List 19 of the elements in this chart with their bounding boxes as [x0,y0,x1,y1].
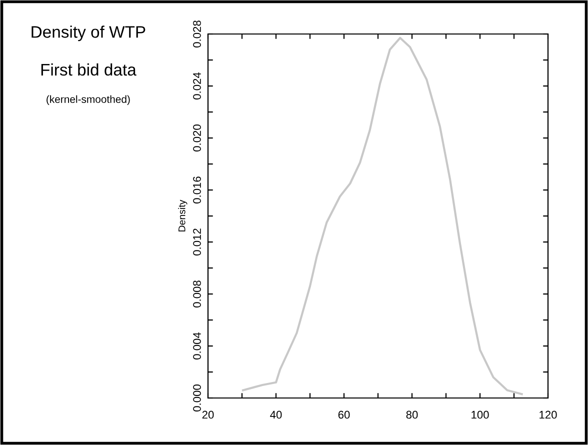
x-tick-label: 40 [270,410,282,419]
line-series [242,36,523,396]
y-axis-title: Density [178,200,188,232]
y-tick-label: 0.008 [193,280,201,308]
x-tick-label: 120 [540,410,557,419]
y-tick-label: 0.000 [193,384,201,412]
text: (kernel-smoothed) [46,95,130,105]
x-tick-label: 100 [472,410,489,419]
y-tick-label: 0.016 [193,176,201,204]
text: First bid data [41,63,136,76]
x-tick-label: 60 [338,410,350,419]
y-tick-label: 0.024 [193,72,201,100]
y-tick-label: 0.012 [193,228,201,256]
y-tick-label: 0.004 [193,332,201,360]
x-tick-label: 20 [202,410,214,419]
x-tick-label: 80 [406,410,418,419]
y-tick-label: 0.028 [193,20,201,48]
chart-title: Density of WTP [32,26,146,42]
y-tick-label: 0.020 [193,124,201,152]
